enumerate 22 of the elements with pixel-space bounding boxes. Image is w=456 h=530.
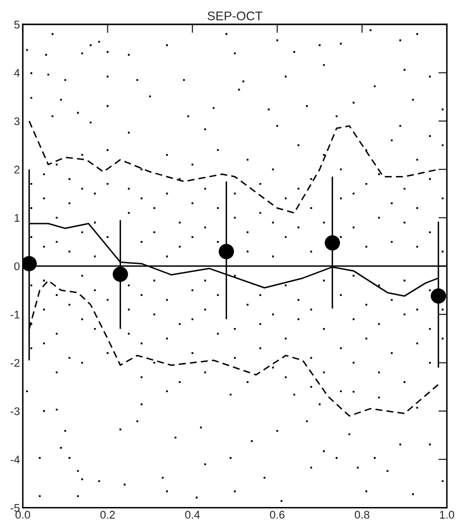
y-tick-label: -3 xyxy=(10,407,20,416)
point xyxy=(324,235,340,250)
y-tick-label: 5 xyxy=(14,20,20,29)
x-tick-label: 1.0 xyxy=(440,510,454,519)
point xyxy=(430,288,446,304)
point xyxy=(112,266,128,282)
y-tick-label: 2 xyxy=(14,166,20,174)
chart-title: SEP-OCT xyxy=(208,11,262,20)
x-tick-label: 0.8 xyxy=(354,510,370,519)
y-tick-label: -2 xyxy=(10,359,20,367)
x-tick-label: 0.6 xyxy=(270,510,284,519)
y-tick-label: -4 xyxy=(10,456,20,464)
y-tick-label: 4 xyxy=(14,69,20,77)
y-tick-label: -1 xyxy=(10,310,20,318)
x-tick-label: 0.0 xyxy=(16,510,30,519)
y-tick-label: 3 xyxy=(14,117,20,126)
y-tick-label: 1 xyxy=(14,214,20,222)
point xyxy=(22,256,37,272)
y-tick-label: 0 xyxy=(14,262,20,270)
x-tick-label: 0.4 xyxy=(185,510,200,519)
x-tick-label: 0.2 xyxy=(100,510,115,519)
point xyxy=(218,244,234,260)
